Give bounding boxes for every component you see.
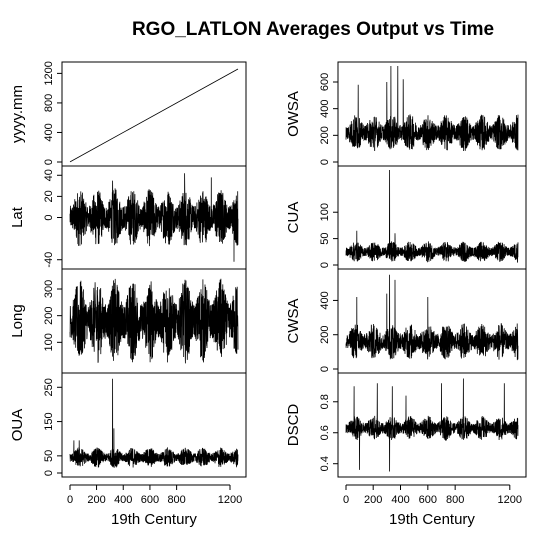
panels-group: yyyy.mm 0 400 800 1200 Lat -40 0 20 40 Long 100 200 3… [9, 61, 527, 528]
panel-cua: CUA 0 50 100 [285, 165, 527, 270]
panel-frame [61, 61, 247, 167]
x-tick-label: 600 [141, 494, 159, 506]
x-tick-label: 600 [419, 494, 437, 506]
y-tick-label: 1200 [43, 61, 55, 85]
y-tick-label: 800 [43, 94, 55, 112]
series-line-oua [69, 378, 239, 468]
series-line-lat [69, 173, 239, 262]
x-tick-label: 1200 [218, 494, 242, 506]
y-tick-label: 0 [43, 159, 55, 165]
y-tick-label: 0.8 [319, 394, 331, 409]
panel-dscd: DSCD 0.4 0.6 0.8 0 200 400 600 800 1200 19th Centu… [285, 372, 527, 528]
y-tick-label: 400 [319, 291, 331, 309]
y-axis-label: Lat [9, 206, 26, 228]
x-tick-label: 200 [364, 494, 382, 506]
y-tick-label: 200 [319, 126, 331, 144]
y-tick-label: 0 [43, 214, 55, 220]
y-tick-label: 200 [43, 306, 55, 324]
panel-frame [337, 61, 527, 167]
y-tick-label: 100 [319, 203, 331, 221]
x-tick-label: 400 [391, 494, 409, 506]
y-tick-label: 40 [43, 169, 55, 181]
y-tick-label: 0.6 [319, 425, 331, 440]
x-tick-label: 1200 [498, 494, 522, 506]
y-tick-label: 0 [319, 159, 331, 165]
series-line-dscd [345, 378, 519, 472]
panel-frame [61, 372, 247, 478]
y-tick-label: 50 [43, 450, 55, 462]
y-tick-label: 20 [43, 190, 55, 202]
panel-oua: OUA 0 50 150 250 0 200 400 600 800 1200 19th Centur… [9, 372, 247, 528]
y-axis-label: OWSA [285, 91, 302, 137]
x-tick-label: 800 [167, 494, 185, 506]
series-line-cwsa [345, 274, 519, 361]
y-tick-label: 0 [43, 470, 55, 476]
y-tick-label: 200 [319, 326, 331, 344]
series-line-cua [345, 169, 519, 264]
panel-yyyy-mm: yyyy.mm 0 400 800 1200 [9, 61, 247, 167]
y-tick-label: 250 [43, 378, 55, 396]
panel-frame [337, 372, 527, 478]
x-tick-label: 200 [87, 494, 105, 506]
y-tick-label: 0 [319, 262, 331, 268]
y-axis-label: Long [9, 304, 26, 337]
y-tick-label: 400 [43, 123, 55, 141]
y-tick-label: 0.4 [319, 456, 331, 471]
y-tick-label: 0 [319, 366, 331, 372]
y-axis-label: CUA [285, 202, 302, 234]
x-axis-label: 19th Century [111, 511, 197, 528]
y-axis-label: CWSA [285, 299, 302, 344]
panel-lat: Lat -40 0 20 40 [9, 165, 247, 270]
y-tick-label: -40 [43, 252, 55, 268]
y-axis-label: yyyy.mm [9, 85, 26, 143]
y-tick-label: 400 [319, 99, 331, 117]
series-line-yyyy-mm [69, 68, 239, 163]
panel-owsa: OWSA 0 200 400 600 [285, 61, 527, 167]
chart-title: RGO_LATLON Averages Output vs Time [132, 19, 494, 40]
y-tick-label: 300 [43, 280, 55, 298]
y-tick-label: 100 [43, 333, 55, 351]
y-tick-label: 50 [319, 232, 331, 244]
panel-cwsa: CWSA 0 200 400 [285, 268, 527, 374]
x-tick-label: 0 [67, 494, 73, 506]
panel-long: Long 100 200 300 [9, 268, 247, 374]
x-axis-label: 19th Century [389, 511, 475, 528]
y-tick-label: 600 [319, 73, 331, 91]
y-tick-label: 150 [43, 412, 55, 430]
x-tick-label: 0 [343, 494, 349, 506]
y-axis-label: DSCD [285, 404, 302, 447]
panel-frame [337, 268, 527, 374]
x-tick-label: 400 [114, 494, 132, 506]
series-line-owsa [345, 65, 519, 152]
x-tick-label: 800 [446, 494, 464, 506]
series-line-long [69, 278, 239, 364]
y-axis-label: OUA [9, 409, 26, 442]
